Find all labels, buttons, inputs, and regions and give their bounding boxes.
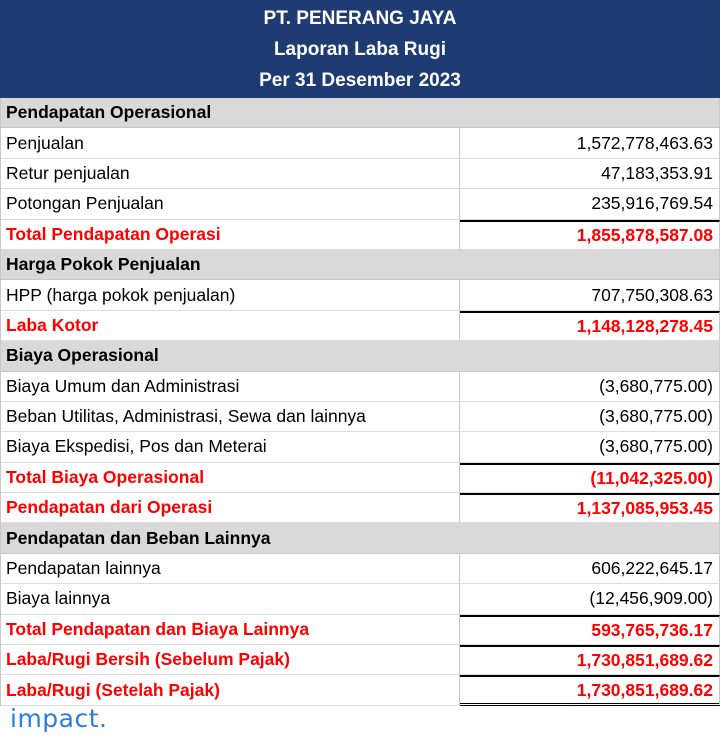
section-title: Harga Pokok Penjualan — [1, 250, 460, 281]
row-value: 235,916,769.54 — [460, 189, 720, 220]
operating-income-row: Pendapatan dari Operasi 1,137,085,953.45 — [0, 493, 720, 524]
section-title: Pendapatan Operasional — [1, 98, 460, 129]
impact-logo: impact. — [10, 704, 108, 733]
row-label: Biaya lainnya — [1, 584, 460, 615]
table-row: Potongan Penjualan 235,916,769.54 — [0, 189, 720, 220]
total-label: Laba/Rugi Bersih (Sebelum Pajak) — [1, 645, 460, 676]
company-name: PT. PENERANG JAYA — [263, 7, 457, 29]
row-label: Penjualan — [1, 128, 460, 159]
row-value: (3,680,775.00) — [460, 432, 720, 463]
row-label: Pendapatan lainnya — [1, 553, 460, 585]
row-value: 1,572,778,463.63 — [460, 128, 720, 159]
net-income-before-tax-row: Laba/Rugi Bersih (Sebelum Pajak) 1,730,8… — [0, 645, 720, 676]
total-value: 1,730,851,689.62 — [460, 645, 720, 676]
table-row: Beban Utilitas, Administrasi, Sewa dan l… — [0, 401, 720, 433]
total-value: 1,137,085,953.45 — [460, 493, 720, 524]
row-value: (3,680,775.00) — [460, 401, 720, 433]
total-label: Total Pendapatan dan Biaya Lainnya — [1, 614, 460, 646]
row-label: Biaya Umum dan Administrasi — [1, 371, 460, 402]
row-label: Potongan Penjualan — [1, 189, 460, 220]
total-label: Laba Kotor — [1, 310, 460, 342]
row-label: HPP (harga pokok penjualan) — [1, 280, 460, 311]
total-label: Total Pendapatan Operasi — [1, 219, 460, 250]
total-label: Total Biaya Operasional — [1, 462, 460, 494]
table-row: Penjualan 1,572,778,463.63 — [0, 128, 720, 159]
total-row: Total Pendapatan Operasi 1,855,878,587.0… — [0, 219, 720, 250]
section-header: Pendapatan Operasional — [0, 98, 720, 129]
total-value: (11,042,325.00) — [460, 462, 720, 494]
section-header: Biaya Operasional — [0, 341, 720, 372]
row-label: Retur penjualan — [1, 158, 460, 190]
table-row: HPP (harga pokok penjualan) 707,750,308.… — [0, 280, 720, 311]
table-row: Biaya Ekspedisi, Pos dan Meterai (3,680,… — [0, 432, 720, 463]
total-row: Total Pendapatan dan Biaya Lainnya 593,7… — [0, 614, 720, 646]
row-value: 707,750,308.63 — [460, 280, 720, 311]
total-value: 593,765,736.17 — [460, 614, 720, 646]
row-label: Biaya Ekspedisi, Pos dan Meterai — [1, 432, 460, 463]
table-row: Biaya Umum dan Administrasi (3,680,775.0… — [0, 371, 720, 402]
section-header: Harga Pokok Penjualan — [0, 249, 720, 281]
total-row: Laba Kotor 1,148,128,278.45 — [0, 310, 720, 342]
total-label: Laba/Rugi (Setelah Pajak) — [1, 675, 460, 706]
report-title: Laporan Laba Rugi — [273, 38, 447, 60]
section-title: Biaya Operasional — [1, 341, 460, 372]
net-income-after-tax-row: Laba/Rugi (Setelah Pajak) 1,730,851,689.… — [0, 675, 720, 706]
row-value: (3,680,775.00) — [460, 371, 720, 402]
section-title: Pendapatan dan Beban Lainnya — [1, 523, 460, 554]
row-value: 47,183,353.91 — [460, 158, 720, 190]
section-header: Pendapatan dan Beban Lainnya — [0, 523, 720, 554]
row-value: (12,456,909.00) — [460, 584, 720, 615]
report-period: Per 31 Desember 2023 — [259, 69, 461, 91]
income-statement: PT. PENERANG JAYA Laporan Laba Rugi Per … — [0, 0, 720, 706]
total-value: 1,730,851,689.62 — [460, 675, 720, 706]
total-value: 1,148,128,278.45 — [460, 310, 720, 342]
table-row: Retur penjualan 47,183,353.91 — [0, 158, 720, 190]
row-label: Beban Utilitas, Administrasi, Sewa dan l… — [1, 401, 460, 433]
row-value: 606,222,645.17 — [460, 553, 720, 585]
total-row: Total Biaya Operasional (11,042,325.00) — [0, 462, 720, 494]
table-row: Biaya lainnya (12,456,909.00) — [0, 584, 720, 615]
total-value: 1,855,878,587.08 — [460, 219, 720, 250]
total-label: Pendapatan dari Operasi — [1, 493, 460, 524]
report-header: PT. PENERANG JAYA Laporan Laba Rugi Per … — [0, 0, 720, 98]
table-row: Pendapatan lainnya 606,222,645.17 — [0, 553, 720, 585]
